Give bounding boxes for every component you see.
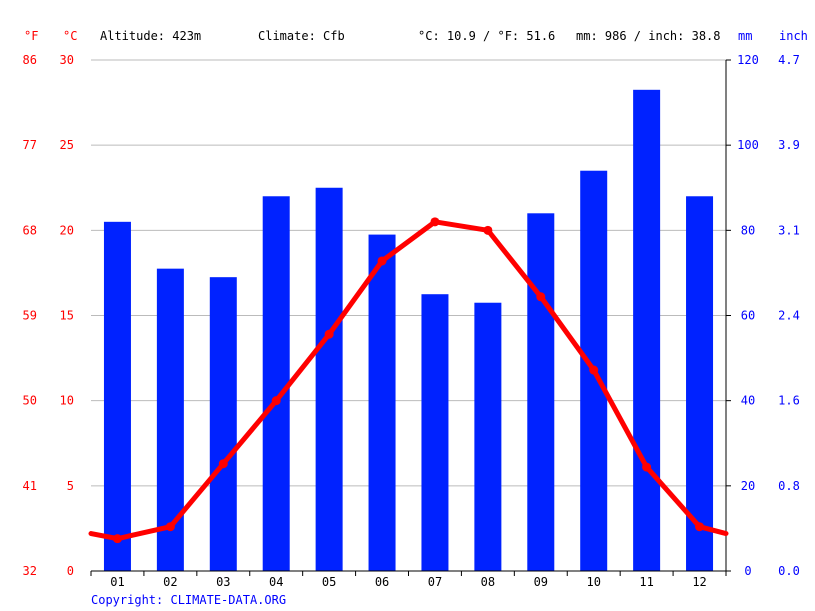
month-tick-label: 09 bbox=[534, 575, 548, 589]
precipitation-bars bbox=[103, 89, 714, 572]
mm-tick-label: 0 bbox=[744, 564, 751, 578]
month-tick-label: 01 bbox=[110, 575, 124, 589]
temperature-point bbox=[324, 329, 334, 339]
temperature-line bbox=[88, 217, 729, 544]
fahrenheit-tick-label: 41 bbox=[23, 479, 37, 493]
celsius-tick-label: 10 bbox=[60, 394, 74, 408]
celsius-tick-label: 0 bbox=[67, 564, 74, 578]
precipitation-bar bbox=[262, 196, 290, 571]
mm-tick-label: 20 bbox=[741, 479, 755, 493]
precipitation-bar bbox=[686, 196, 714, 571]
fahrenheit-tick-label: 86 bbox=[23, 53, 37, 67]
temperature-point bbox=[589, 365, 599, 375]
precipitation-bar bbox=[209, 277, 237, 571]
month-tick-label: 06 bbox=[375, 575, 389, 589]
fahrenheit-tick-label: 50 bbox=[23, 394, 37, 408]
month-tick-label: 10 bbox=[586, 575, 600, 589]
precipitation-bar bbox=[315, 187, 343, 571]
month-tick-label: 02 bbox=[163, 575, 177, 589]
fahrenheit-tick-label: 59 bbox=[23, 309, 37, 323]
unit-celsius-label: °C bbox=[63, 29, 77, 43]
copyright-link[interactable]: Copyright: CLIMATE-DATA.ORG bbox=[91, 593, 286, 607]
inch-tick-labels: 0.0 0.8 1.6 2.4 3.1 3.9 4.7 bbox=[778, 53, 800, 578]
temperature-point bbox=[483, 225, 493, 235]
temperature-point bbox=[271, 396, 281, 406]
fahrenheit-tick-label: 68 bbox=[23, 223, 37, 237]
celsius-tick-labels: 0 5 10 15 20 25 30 bbox=[60, 53, 74, 578]
month-tick-labels: 01 02 03 04 05 06 07 08 09 10 11 12 bbox=[110, 575, 707, 589]
mm-tick-label: 60 bbox=[741, 309, 755, 323]
temperature-point bbox=[377, 256, 387, 266]
fahrenheit-tick-label: 77 bbox=[23, 138, 37, 152]
month-tick-label: 04 bbox=[269, 575, 283, 589]
month-tick-label: 07 bbox=[428, 575, 442, 589]
month-tick-label: 08 bbox=[481, 575, 495, 589]
temperature-point bbox=[218, 459, 228, 469]
celsius-tick-label: 5 bbox=[67, 479, 74, 493]
precipitation-bar bbox=[421, 294, 449, 571]
average-temperature-label: °C: 10.9 / °F: 51.6 bbox=[418, 29, 555, 43]
inch-tick-label: 4.7 bbox=[778, 53, 800, 67]
temperature-point bbox=[695, 522, 705, 532]
month-tick-label: 03 bbox=[216, 575, 230, 589]
month-tick-label: 12 bbox=[692, 575, 706, 589]
precipitation-bar bbox=[368, 234, 396, 571]
mm-tick-label: 40 bbox=[741, 394, 755, 408]
precipitation-bar bbox=[527, 213, 555, 572]
temperature-point bbox=[536, 292, 546, 302]
mm-tick-label: 80 bbox=[741, 223, 755, 237]
temperature-point bbox=[642, 462, 652, 472]
total-precipitation-label: mm: 986 / inch: 38.8 bbox=[576, 29, 721, 43]
celsius-tick-label: 30 bbox=[60, 53, 74, 67]
inch-tick-label: 3.9 bbox=[778, 138, 800, 152]
inch-tick-label: 0.8 bbox=[778, 479, 800, 493]
month-tick-label: 05 bbox=[322, 575, 336, 589]
fahrenheit-tick-label: 32 bbox=[23, 564, 37, 578]
unit-fahrenheit-label: °F bbox=[24, 29, 38, 43]
axes bbox=[90, 59, 731, 576]
temperature-point bbox=[430, 217, 440, 227]
temperature-point bbox=[165, 522, 175, 532]
unit-mm-label: mm bbox=[738, 29, 752, 43]
temperature-series-line bbox=[88, 219, 729, 542]
inch-tick-label: 0.0 bbox=[778, 564, 800, 578]
unit-inch-label: inch bbox=[779, 29, 808, 43]
celsius-tick-label: 25 bbox=[60, 138, 74, 152]
month-tick-label: 11 bbox=[639, 575, 653, 589]
inch-tick-label: 2.4 bbox=[778, 309, 800, 323]
grid-lines bbox=[91, 59, 726, 487]
celsius-tick-label: 15 bbox=[60, 309, 74, 323]
temperature-point bbox=[112, 534, 122, 544]
altitude-label: Altitude: 423m bbox=[100, 29, 201, 43]
precipitation-bar bbox=[474, 302, 502, 571]
climate-label: Climate: Cfb bbox=[258, 29, 345, 43]
celsius-tick-label: 20 bbox=[60, 223, 74, 237]
precipitation-bar bbox=[103, 221, 131, 572]
inch-tick-label: 1.6 bbox=[778, 394, 800, 408]
precipitation-bar bbox=[156, 268, 184, 571]
precipitation-bar bbox=[633, 89, 661, 571]
mm-tick-label: 100 bbox=[737, 138, 759, 152]
inch-tick-label: 3.1 bbox=[778, 223, 800, 237]
mm-tick-labels: 0 20 40 60 80 100 120 bbox=[737, 53, 759, 578]
fahrenheit-tick-labels: 32 41 50 59 68 77 86 bbox=[23, 53, 37, 578]
mm-tick-label: 120 bbox=[737, 53, 759, 67]
